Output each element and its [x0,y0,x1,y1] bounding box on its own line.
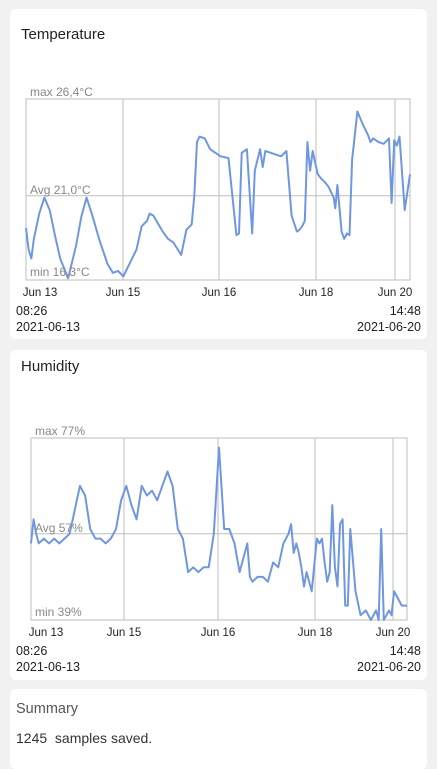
humidity-start-date: 2021-06-13 [16,660,80,674]
humidity-min-label: min 39% [35,605,82,619]
temperature-series-line [25,110,411,280]
temperature-avg-label: Avg 21,0°C [30,183,91,197]
summary-title: Summary [16,701,79,717]
humidity-start-time: 08:26 [16,644,48,658]
temperature-min-label: min 16,3°C [30,265,90,279]
humidity-avg-label: Avg 57% [35,521,83,535]
temperature-title: Temperature [21,26,106,43]
humidity-title: Humidity [21,358,80,375]
temperature-x-tick-label: Jun 20 [378,287,413,299]
humidity-x-tick-label: Jun 13 [29,627,64,639]
temperature-plot-frame [25,98,411,281]
temperature-x-tick-label: Jun 15 [106,287,141,299]
summary-card: Summary 1245 samples saved. [10,689,427,769]
temperature-end-date: 2021-06-20 [357,320,421,334]
humidity-x-tick-label: Jun 15 [107,627,142,639]
humidity-x-tick-label: Jun 20 [376,627,411,639]
temperature-end-time: 14:48 [389,304,421,318]
humidity-max-label: max 77% [35,424,85,438]
humidity-end-date: 2021-06-20 [357,660,421,674]
temperature-x-tick-label: Jun 18 [299,287,334,299]
temperature-max-label: max 26,4°C [30,85,93,99]
humidity-series-line [30,446,407,621]
summary-text: 1245 samples saved. [16,730,153,746]
temperature-start-date: 2021-06-13 [16,320,80,334]
humidity-x-tick-label: Jun 16 [201,627,236,639]
humidity-card: Humidity max 77% Avg 57% min 39% Jun 13 Jun … [10,350,427,680]
humidity-x-tick-label: Jun 18 [298,627,333,639]
humidity-plot-frame [30,437,408,621]
humidity-chart[interactable]: max 77% Avg 57% min 39% Jun 13 Jun 15 Jun 16 J… [10,350,427,650]
temperature-x-tick-label: Jun 13 [23,287,58,299]
humidity-end-time: 14:48 [389,644,421,658]
temperature-start-time: 08:26 [16,304,48,318]
temperature-card: Temperature max 26,4°C Avg 21,0°C min 16,3… [10,9,427,339]
temperature-chart[interactable]: max 26,4°C Avg 21,0°C min 16,3°C Jun 13 Jun … [10,9,427,309]
temperature-x-tick-label: Jun 16 [202,287,237,299]
